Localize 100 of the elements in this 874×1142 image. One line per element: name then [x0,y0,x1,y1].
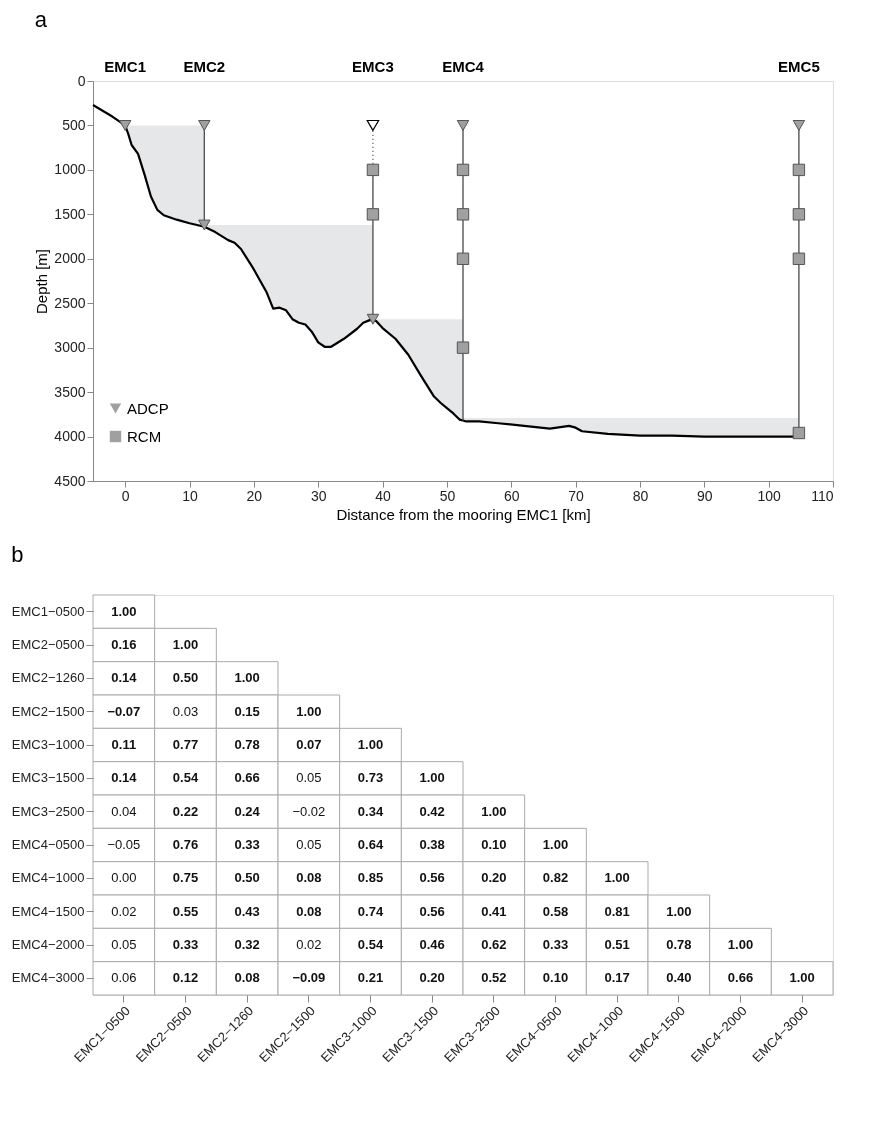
y-tick-label: 3500 [54,383,86,400]
x-tick-label: 110 [811,487,834,504]
data-label: 0.05 [296,837,322,852]
chart-title: b [11,541,24,567]
point [792,426,806,440]
data-label: 0.56 [419,903,445,919]
data-label: 0.05 [296,770,322,786]
x-tick-label: 10 [182,487,199,504]
y-tick-label: EMC4−1000 [11,870,85,886]
data-label: 0.76 [172,837,199,852]
point [366,313,380,325]
y-tick-label: EMC4−2000 [11,937,85,952]
text: EMC2 [183,58,226,75]
data-label: 0.12 [172,970,199,986]
data-label: 1.00 [604,870,630,886]
data-label: 0.08 [234,970,260,986]
data-label: 0.41 [481,903,507,919]
point [792,163,806,177]
y-tick-label: 4000 [54,428,86,445]
data-label: 1.00 [542,837,569,852]
data-label: 0.33 [234,837,260,852]
x-tick-label: 30 [310,487,327,504]
data-label: 0.05 [111,937,137,952]
y-tick-label: 2000 [54,250,86,267]
data-label: 0.11 [111,737,137,752]
x-tick-label: 70 [568,487,585,504]
data-label: 0.74 [357,903,384,919]
data-label: 0.55 [172,903,199,919]
data-label: 0.50 [234,870,260,886]
x-tick-label: 80 [632,487,649,504]
data-label: 0.22 [172,803,199,819]
data-label: 1.00 [666,903,692,919]
data-label: 1.00 [481,803,507,819]
data-label: 0.04 [111,803,137,819]
y-tick-label: EMC3−2500 [11,803,85,819]
point [456,120,470,131]
y-tick-label: 4500 [54,472,86,489]
data-label: 0.73 [357,770,384,786]
text: EMC5 [778,58,820,75]
data-label: 0.20 [481,870,507,886]
point [792,120,806,131]
data-label: 0.20 [419,970,445,986]
data-label: −0.07 [107,703,141,719]
data-label: 0.33 [172,937,199,952]
data-label: 0.51 [604,937,630,952]
point [456,341,470,354]
y-tick-label: EMC2−1260 [11,670,85,686]
point [366,208,380,221]
data-label: 0.07 [296,737,322,752]
data-label: 0.54 [172,770,199,786]
point [198,120,211,131]
data-label: 0.03 [172,703,199,719]
data-label: 0.40 [666,970,692,986]
data-label: −0.05 [107,837,141,852]
data-label: 0.75 [172,870,199,886]
y-tick-label: 500 [62,116,86,133]
y-tick-label: 1500 [54,205,86,222]
y-tick-label: EMC4−0500 [11,837,85,852]
data-label: 1.00 [789,970,815,986]
point [198,219,211,231]
data-label: 0.43 [234,903,260,919]
data-label: 0.78 [666,937,692,952]
y-tick-label: 2500 [54,294,86,311]
y-tick-label: EMC3−1500 [11,770,85,786]
data-label: 1.00 [111,603,137,619]
data-label: 0.50 [172,670,199,686]
data-label: 0.14 [111,770,138,786]
y-tick-label: 1000 [54,161,86,178]
data-label: 0.32 [234,937,260,952]
data-label: 1.00 [172,637,199,652]
data-label: 1.00 [234,670,260,686]
data-label: 0.17 [604,970,630,986]
data-label: 0.66 [727,970,754,986]
y-tick-label: 3000 [54,339,86,356]
point [456,163,470,177]
data-label: 0.16 [111,637,137,652]
data-label: −0.02 [292,803,326,819]
x-tick-label: 60 [503,487,520,504]
data-label: 0.06 [111,970,137,986]
data-label: 0.78 [234,737,260,752]
x-tick-label: 100 [757,487,782,504]
x-axis-title: Distance from the mooring EMC1 [km] [336,505,591,523]
point [118,120,132,131]
data-label: 0.02 [111,903,137,919]
data-label: 0.58 [542,903,569,919]
point [366,163,380,177]
legend-label: RCM [127,427,162,445]
y-tick-label: 0 [77,72,86,89]
data-label: 0.54 [357,937,384,952]
data-label: 0.62 [481,937,507,952]
point [366,119,380,131]
y-tick-label: EMC4−3000 [11,970,85,986]
data-label: 0.21 [357,970,384,986]
data-label: 0.85 [357,870,384,886]
x-tick-label: 20 [246,487,263,504]
point [456,208,470,221]
legend-label: ADCP [127,399,169,417]
data-label: 0.81 [604,903,630,919]
point [792,208,806,221]
data-label: 0.33 [542,937,569,952]
